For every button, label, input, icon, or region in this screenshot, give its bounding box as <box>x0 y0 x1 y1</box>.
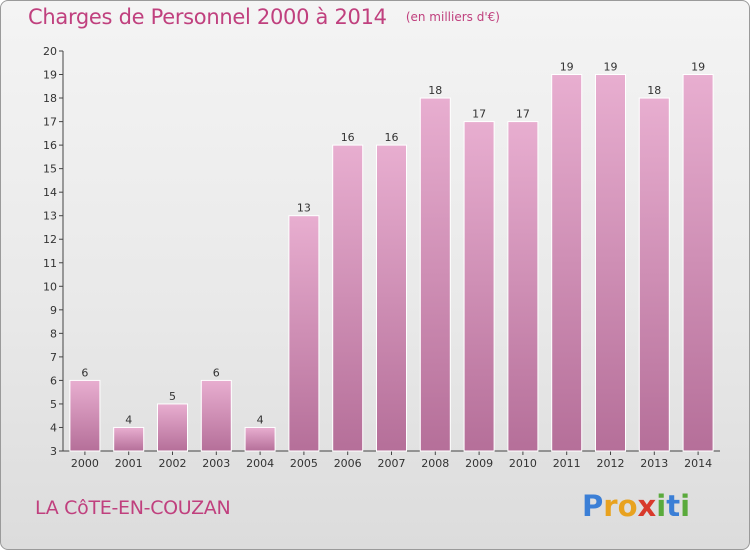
bar-2009 <box>463 121 495 452</box>
y-tick-label: 9 <box>50 304 57 317</box>
x-tick-label: 2012 <box>597 457 625 470</box>
bar-2011 <box>551 74 583 452</box>
data-label-2007: 16 <box>385 131 399 144</box>
bar-2005 <box>288 215 320 452</box>
y-tick-label: 4 <box>50 421 57 434</box>
bar-2003 <box>200 379 232 452</box>
data-label-2014: 19 <box>691 61 705 74</box>
data-label-2008: 18 <box>428 84 442 97</box>
place-name: LA CôTE-EN-COUZAN <box>35 497 231 519</box>
bar-2000 <box>69 379 101 452</box>
data-label-2011: 19 <box>560 61 574 74</box>
bars <box>69 74 714 452</box>
y-tick-label: 11 <box>43 257 57 270</box>
y-tick-label: 16 <box>43 139 57 152</box>
data-label-2003: 6 <box>213 366 220 379</box>
x-tick-label: 2006 <box>334 457 362 470</box>
y-tick-label: 10 <box>43 280 57 293</box>
bar-2006 <box>332 144 364 452</box>
bar-2010 <box>507 121 539 452</box>
data-labels: 6 4 5 6 4 13 16 16 18 17 17 19 19 18 19 <box>81 61 705 427</box>
bar-2004 <box>244 426 276 452</box>
x-tick-label: 2005 <box>290 457 318 470</box>
chart-title: Charges de Personnel 2000 à 2014 <box>28 5 387 29</box>
y-tick-label: 13 <box>43 210 57 223</box>
data-label-2004: 4 <box>257 413 264 426</box>
y-axis: 3 4 5 6 7 8 9 10 11 12 13 14 15 16 17 18 19 20 <box>43 45 64 458</box>
logo-letter: i <box>680 489 691 523</box>
logo-letter: t <box>666 489 681 523</box>
data-label-2000: 6 <box>81 366 88 379</box>
bar-2008 <box>419 97 451 452</box>
bar-2013 <box>638 97 670 452</box>
logo-letter: o <box>617 489 638 523</box>
y-tick-label: 3 <box>50 445 57 458</box>
x-tick-label: 2002 <box>159 457 187 470</box>
y-tick-label: 8 <box>50 327 57 340</box>
x-tick-label: 2004 <box>246 457 274 470</box>
x-tick-label: 2003 <box>202 457 230 470</box>
y-tick-label: 19 <box>43 69 57 82</box>
x-tick-label: 2014 <box>684 457 712 470</box>
bar-2014 <box>682 74 714 452</box>
x-tick-label: 2001 <box>115 457 143 470</box>
y-tick-label: 20 <box>43 45 57 58</box>
bar-2001 <box>113 426 145 452</box>
data-label-2006: 16 <box>341 131 355 144</box>
x-tick-label: 2011 <box>553 457 581 470</box>
bar-2007 <box>376 144 407 452</box>
y-tick-label: 7 <box>50 351 57 364</box>
y-tick-label: 15 <box>43 163 57 176</box>
bar-2012 <box>595 74 626 452</box>
x-tick-label: 2010 <box>509 457 537 470</box>
y-tick-label: 6 <box>50 374 57 387</box>
data-label-2009: 17 <box>472 108 486 121</box>
y-tick-label: 5 <box>50 398 57 411</box>
logo-letter: r <box>603 489 618 523</box>
proxiti-logo: Proxiti <box>582 489 690 523</box>
chart-subtitle: (en milliers d'€) <box>405 10 500 24</box>
data-label-2010: 17 <box>516 108 530 121</box>
logo-letter: P <box>582 489 604 523</box>
logo-letter: i <box>656 489 667 523</box>
y-tick-label: 17 <box>43 116 57 129</box>
data-label-2005: 13 <box>297 202 311 215</box>
logo-letter: x <box>637 489 657 523</box>
title-row: Charges de Personnel 2000 à 2014 (en mil… <box>28 5 500 29</box>
x-tick-label: 2007 <box>378 457 406 470</box>
data-label-2013: 18 <box>647 84 661 97</box>
data-label-2001: 4 <box>125 413 132 426</box>
x-tick-label: 2000 <box>71 457 99 470</box>
y-tick-label: 14 <box>43 186 57 199</box>
x-axis: 2000 2001 2002 2003 2004 2005 2006 2007 2008 2009… <box>63 450 720 470</box>
data-label-2002: 5 <box>169 390 176 403</box>
x-tick-label: 2009 <box>465 457 493 470</box>
y-tick-label: 12 <box>43 233 57 246</box>
x-tick-label: 2008 <box>421 457 449 470</box>
data-label-2012: 19 <box>604 61 618 74</box>
y-tick-label: 18 <box>43 92 57 105</box>
x-tick-label: 2013 <box>640 457 668 470</box>
bar-2002 <box>157 403 188 452</box>
